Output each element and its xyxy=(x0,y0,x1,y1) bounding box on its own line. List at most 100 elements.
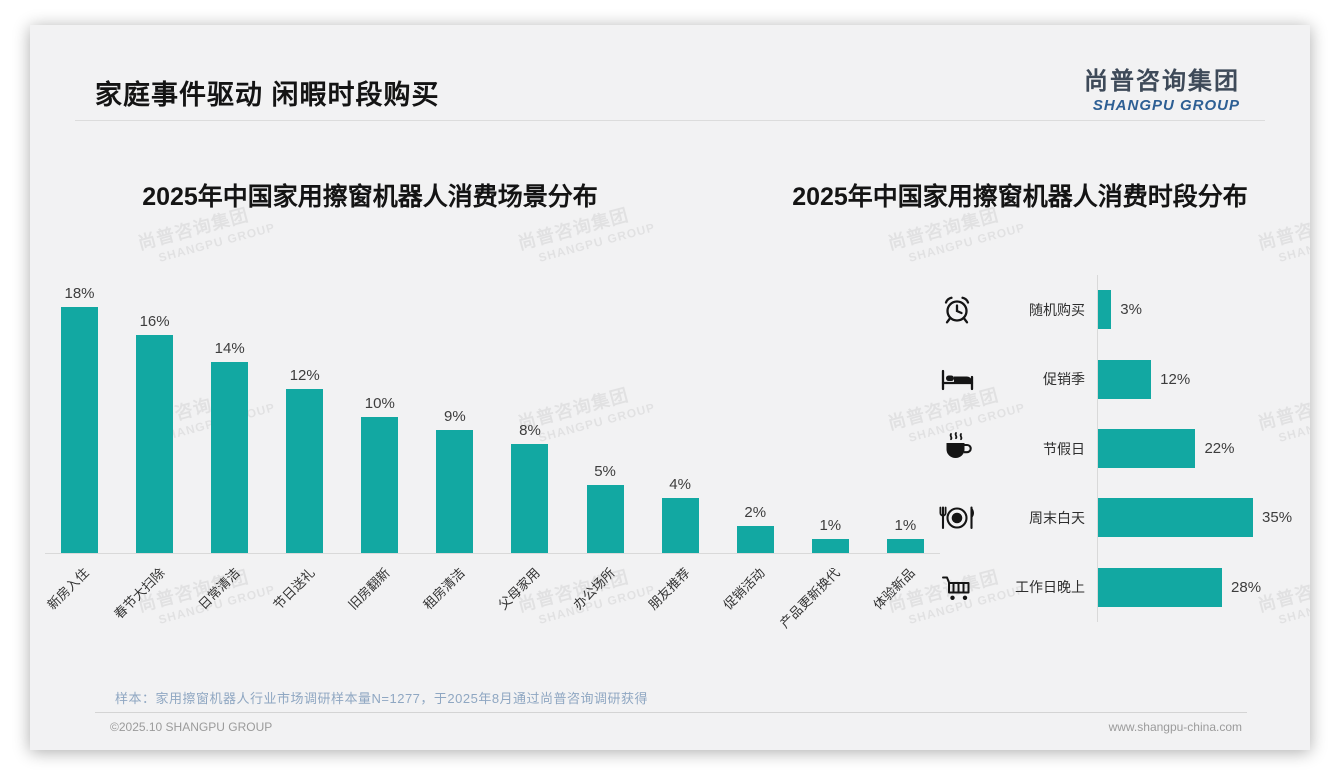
bar-track: 12% xyxy=(1097,344,1307,414)
bar-group: 9% 租房清洁 xyxy=(420,408,474,613)
time-row: 周末白天 35% xyxy=(935,483,1307,553)
sample-note: 样本：家用擦窗机器人行业市场调研样本量N=1277，于2025年8月通过尚普咨询… xyxy=(115,691,649,706)
bar-group: 2% 促销活动 xyxy=(721,503,774,613)
watermark-text-en: SHANGPU GROUP xyxy=(536,219,657,265)
bar-track: 28% xyxy=(1097,552,1307,623)
value-label: 18% xyxy=(64,285,95,303)
bar-track: 3% xyxy=(1097,275,1307,345)
logo-text-en: SHANGPU GROUP xyxy=(1092,97,1240,114)
right-chart-title: 2025年中国家用擦窗机器人消费时段分布 xyxy=(792,183,1248,211)
category-tick: 租房清洁 xyxy=(420,565,468,613)
bar-group: 5% 办公场所 xyxy=(570,462,624,613)
bar-group: 8% 父母家用 xyxy=(495,421,549,613)
bar xyxy=(436,430,474,553)
value-label: 4% xyxy=(669,476,691,494)
alarm-clock-icon xyxy=(935,294,979,326)
value-label: 5% xyxy=(594,462,616,480)
value-label: 10% xyxy=(364,394,395,412)
bar xyxy=(1098,429,1196,469)
bar xyxy=(1098,567,1223,607)
bar xyxy=(286,389,324,553)
value-label: 1% xyxy=(819,517,842,535)
value-label: 2% xyxy=(744,503,767,521)
bar-track: 35% xyxy=(1097,483,1307,553)
bar xyxy=(1098,359,1152,399)
time-distribution-chart: 随机购买 3% 促销季 12% 节假日 22% 周末白天 35% 工作日晚上 28% xyxy=(935,275,1307,623)
bar xyxy=(886,539,924,553)
bar-group: 18% 新房入住 xyxy=(45,285,98,613)
bar-group: 16% 春节大扫除 xyxy=(111,312,174,622)
bar xyxy=(1098,498,1254,538)
category-tick: 新房入住 xyxy=(44,565,93,613)
bar xyxy=(511,443,549,553)
category-tick: 办公场所 xyxy=(570,565,618,613)
watermark-text-en: SHANGPU GROUP xyxy=(1276,220,1310,265)
category-tick: 节日送礼 xyxy=(270,565,318,613)
bar-group: 12% 节日送礼 xyxy=(270,367,324,613)
category-tick: 日常清洁 xyxy=(194,565,243,613)
bar xyxy=(211,361,249,553)
watermark-text-cn: 尚普咨询集团 xyxy=(1255,204,1310,254)
time-row: 随机购买 3% xyxy=(935,275,1307,345)
scene-distribution-chart: 18% 新房入住 16% 春节大扫除 14% 日常清洁 12% 节日送礼 10% 旧房翻新 9% 租房… xyxy=(45,283,940,631)
value-label: 12% xyxy=(289,367,320,385)
left-chart-title: 2025年中国家用擦窗机器人消费场景分布 xyxy=(142,183,598,211)
bar-group: 10% 旧房翻新 xyxy=(345,394,399,613)
value-label: 1% xyxy=(894,517,917,535)
value-label: 16% xyxy=(139,312,170,330)
watermark-text-en: SHANGPU GROUP xyxy=(906,219,1027,265)
category-label: 随机购买 xyxy=(1029,301,1085,318)
category-label: 工作日晚上 xyxy=(1015,579,1085,596)
category-tick: 父母家用 xyxy=(495,565,543,613)
value-label: 3% xyxy=(1120,301,1142,319)
time-row: 节假日 22% xyxy=(935,413,1307,484)
bar-group: 14% 日常清洁 xyxy=(195,339,249,613)
bar-group: 1% 产品更新换代 xyxy=(777,517,849,631)
scene-chart-plot: 18% 新房入住 16% 春节大扫除 14% 日常清洁 12% 节日送礼 10% 旧房翻新 9% 租房… xyxy=(45,283,940,631)
value-label: 12% xyxy=(1160,370,1191,388)
category-tick: 产品更新换代 xyxy=(777,565,844,631)
bar xyxy=(811,539,849,553)
time-row: 促销季 12% xyxy=(935,344,1307,414)
value-label: 14% xyxy=(214,339,245,357)
bed-icon xyxy=(935,364,979,394)
category-tick: 旧房翻新 xyxy=(345,565,393,613)
dining-icon xyxy=(935,502,979,534)
bar-track: 22% xyxy=(1097,413,1307,484)
bar xyxy=(136,334,174,553)
logo: 尚普咨询集团 SHANGPU GROUP xyxy=(1084,61,1240,114)
category-tick: 朋友推荐 xyxy=(645,565,693,613)
copyright-text: ©2025.10 SHANGPU GROUP xyxy=(110,720,273,734)
bar xyxy=(661,498,699,553)
bar xyxy=(1098,290,1112,330)
bar-group: 1% 体验新品 xyxy=(871,517,924,613)
bar-group: 4% 朋友推荐 xyxy=(645,476,699,613)
watermark-text-en: SHANGPU GROUP xyxy=(156,219,277,265)
shopping-cart-icon xyxy=(935,572,979,603)
slide-title: 家庭事件驱动 闲暇时段购买 xyxy=(95,80,440,110)
value-label: 22% xyxy=(1204,440,1235,458)
bar xyxy=(586,484,624,553)
bar xyxy=(736,525,774,553)
bar xyxy=(61,307,98,553)
value-label: 8% xyxy=(519,421,541,439)
slide-card: 尚普咨询集团 SHANGPU GROUP 尚普咨询集团 SHANGPU GROUP 尚普… xyxy=(30,25,1310,750)
value-label: 35% xyxy=(1262,509,1293,527)
title-divider xyxy=(75,120,1265,121)
category-label: 周末白天 xyxy=(1029,509,1085,526)
time-row: 工作日晚上 28% xyxy=(935,552,1307,623)
value-label: 9% xyxy=(444,408,466,426)
bar xyxy=(361,416,399,553)
website-text: www.shangpu-china.com xyxy=(1108,720,1242,734)
logo-text-cn: 尚普咨询集团 xyxy=(1084,68,1240,95)
footer-divider xyxy=(95,712,1247,713)
category-label: 促销季 xyxy=(1043,371,1085,388)
category-tick: 春节大扫除 xyxy=(110,565,168,622)
category-tick: 体验新品 xyxy=(870,565,919,613)
category-label: 节假日 xyxy=(1043,440,1085,457)
coffee-icon xyxy=(935,432,979,465)
category-tick: 促销活动 xyxy=(720,565,768,613)
value-label: 28% xyxy=(1231,578,1262,596)
